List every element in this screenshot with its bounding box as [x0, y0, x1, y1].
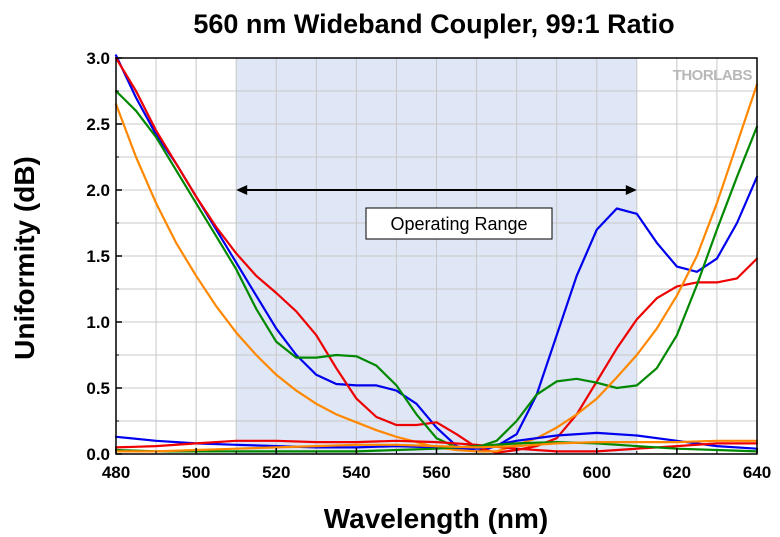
arrow-left-head-icon — [236, 185, 248, 195]
y-tick-label: 0.0 — [86, 445, 110, 464]
annotation-label: Operating Range — [390, 214, 527, 234]
series-group — [114, 54, 759, 454]
y-axis-label: Uniformity (dB) — [9, 156, 40, 360]
arrow-right-head-icon — [625, 185, 637, 195]
y-tick-label: 1.0 — [86, 313, 110, 332]
series-blue-upper — [114, 54, 759, 453]
x-tick-label: 500 — [182, 463, 210, 482]
x-axis-label: Wavelength (nm) — [324, 503, 549, 534]
x-tick-label: 480 — [102, 463, 130, 482]
y-tick-label: 0.5 — [86, 379, 110, 398]
series-orange-lower — [114, 439, 759, 453]
x-tick-label: 560 — [422, 463, 450, 482]
x-tick-label: 620 — [663, 463, 691, 482]
x-tick-label: 540 — [342, 463, 370, 482]
thorlabs-watermark: THORLABS — [673, 67, 753, 84]
annotation-box — [365, 207, 553, 240]
grid-lines — [116, 58, 757, 454]
series-green-upper — [114, 89, 759, 449]
x-tick-label: 640 — [743, 463, 771, 482]
x-tick-label: 580 — [502, 463, 530, 482]
y-tick-label: 3.0 — [86, 49, 110, 68]
y-tick-label: 2.0 — [86, 181, 110, 200]
series-blue-lower — [114, 431, 759, 450]
y-tick-label: 1.5 — [86, 247, 110, 266]
y-tick-label: 2.5 — [86, 115, 110, 134]
x-tick-label: 600 — [583, 463, 611, 482]
x-tick-label: 520 — [262, 463, 290, 482]
axis-ticks: 480 500 520 540 560 580 600 620 640 0.0 0.5 1.0 1.5 2… — [86, 49, 771, 482]
chart-title: 560 nm Wideband Coupler, 99:1 Ratio — [193, 9, 674, 39]
series-red-upper — [114, 56, 759, 454]
